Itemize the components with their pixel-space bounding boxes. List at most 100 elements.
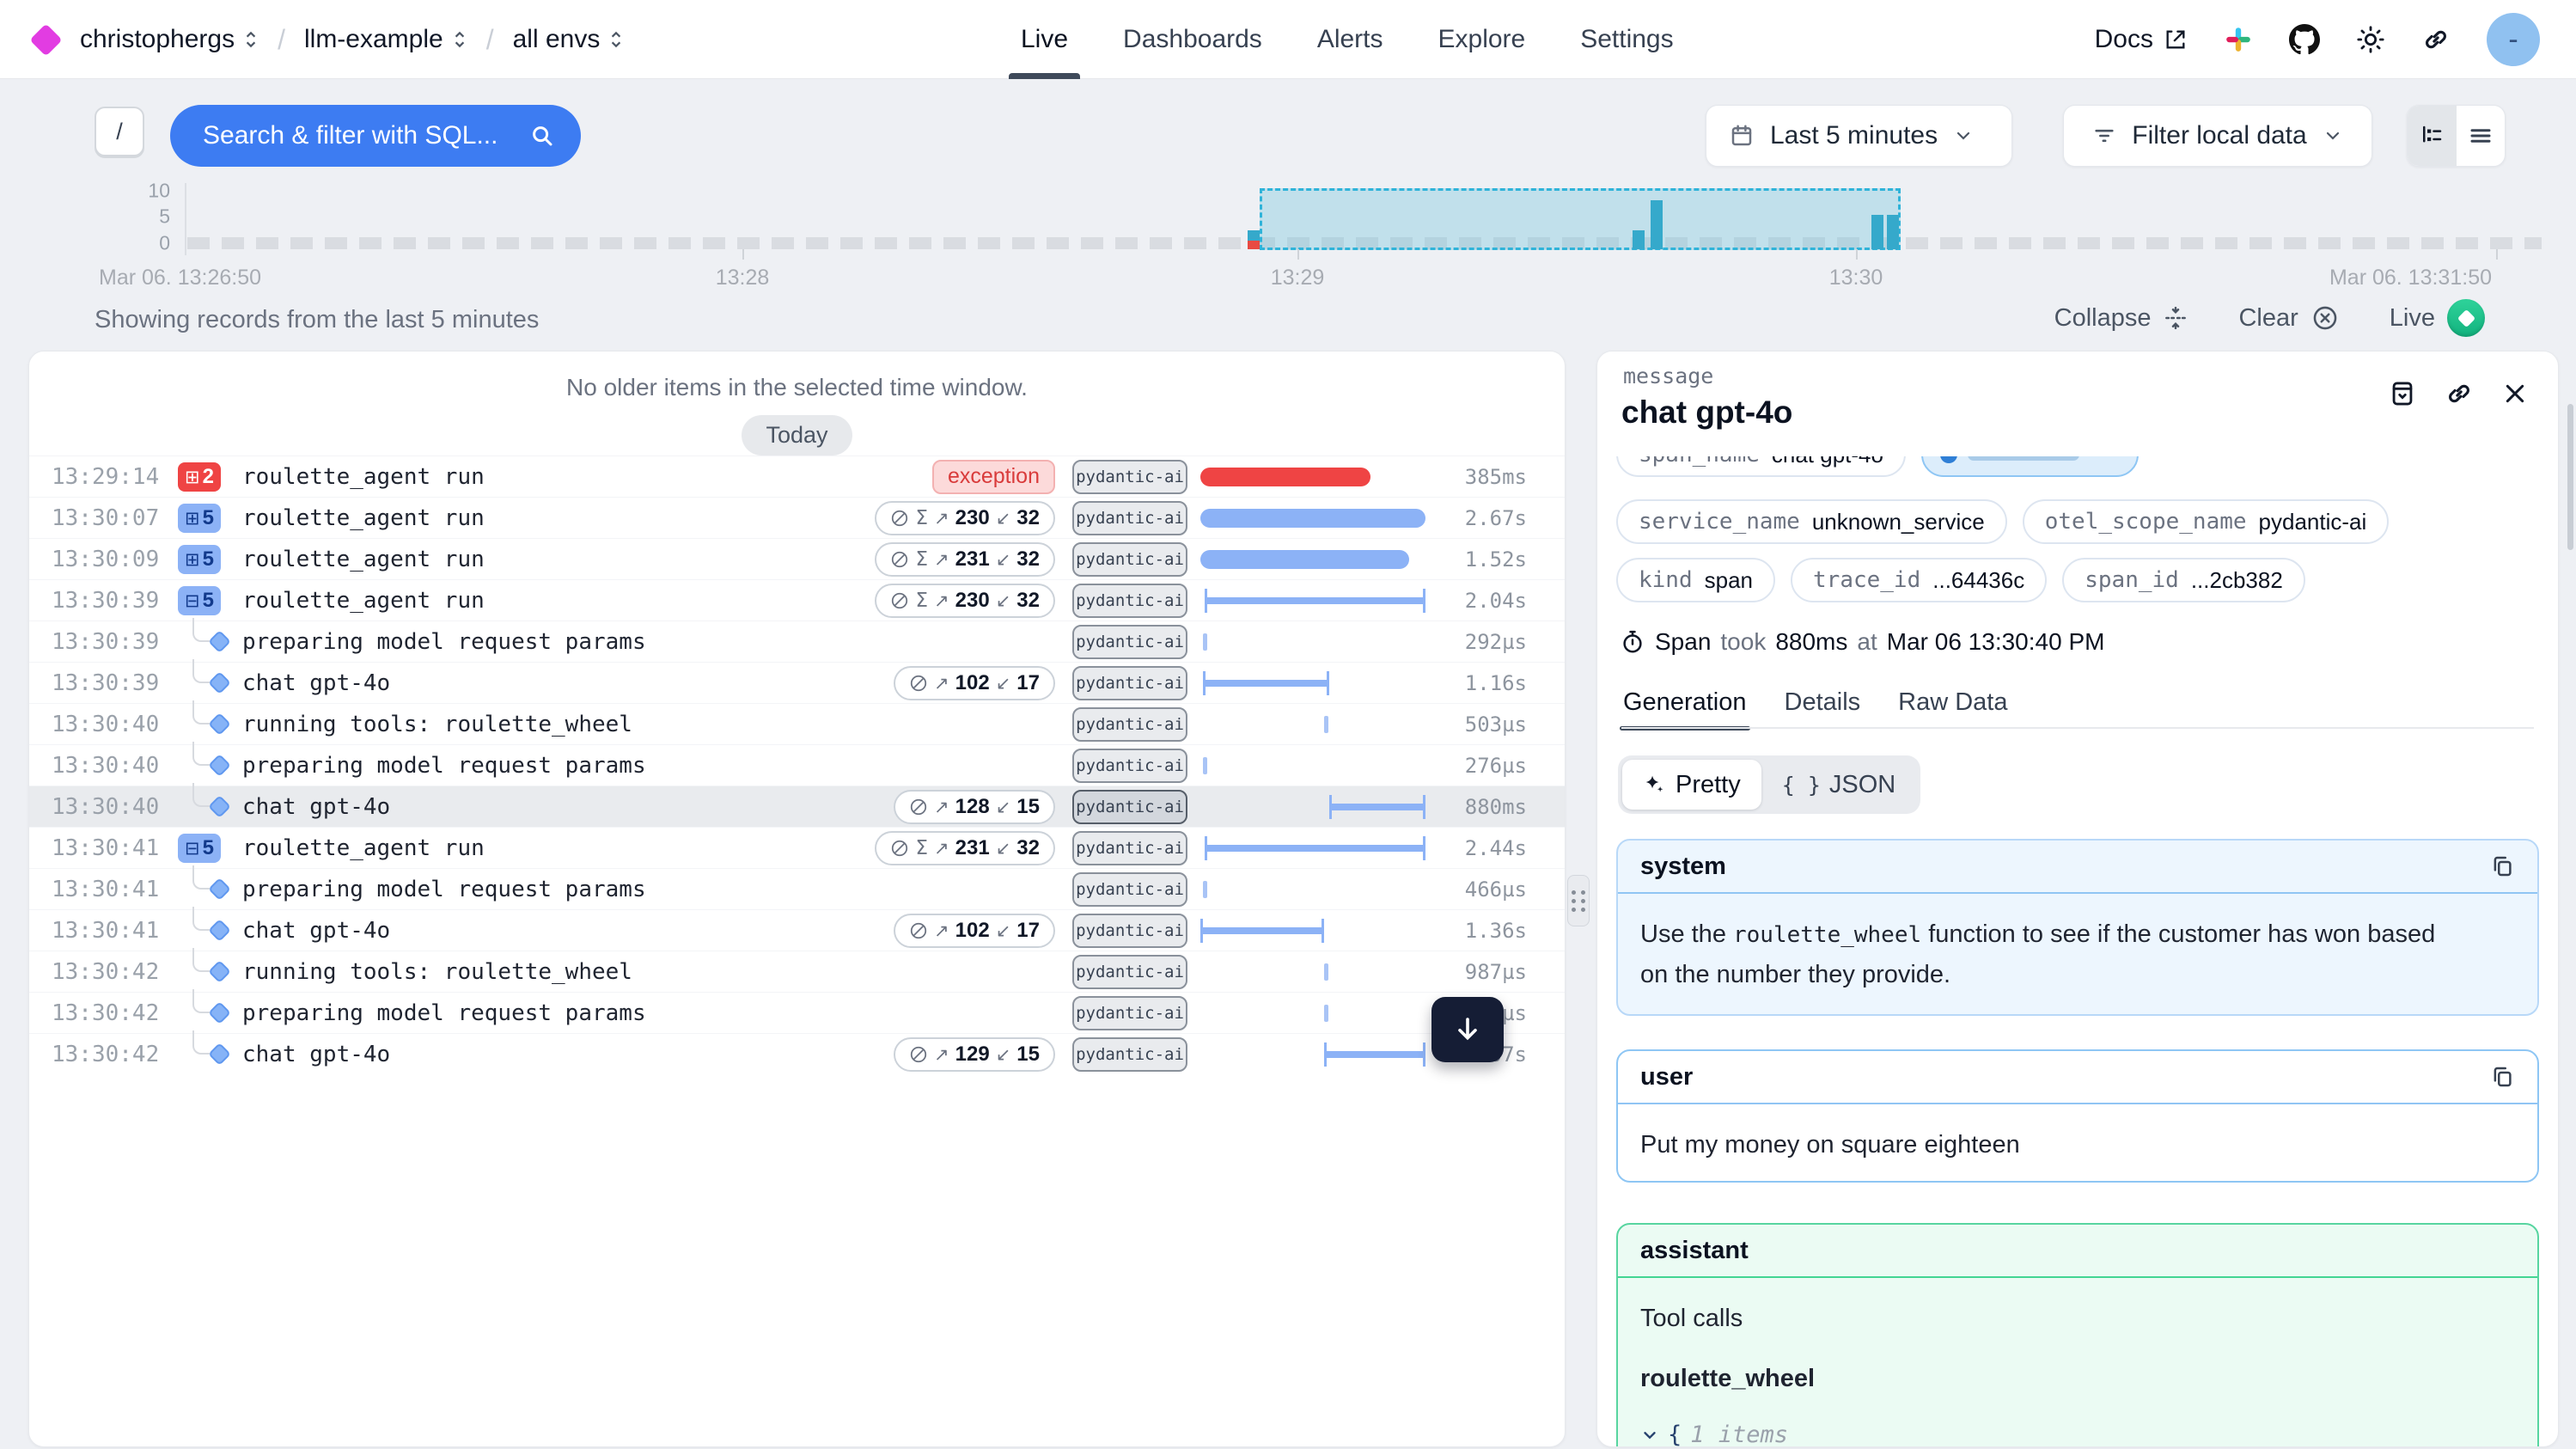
scope-tag[interactable]: pydantic-ai [1072, 871, 1187, 907]
trace-row[interactable]: 13:30:09 ⊞ 5 roulette_agent run Σ ↗ 231 ↙ 32 pyda… [29, 538, 1565, 579]
time-range-selector[interactable]: Last 5 minutes [1706, 105, 2012, 167]
copy-link-icon[interactable] [2445, 379, 2474, 408]
no-older-items-text: No older items in the selected time wind… [566, 374, 1028, 400]
scope-tag[interactable]: pydantic-ai [1072, 1036, 1187, 1072]
trace-row[interactable]: 13:30:42 running tools: roulette_wheel pyd… [29, 948, 1565, 992]
tab-raw-data[interactable]: Raw Data [1898, 688, 2008, 716]
scope-tag[interactable]: pydantic-ai [1072, 706, 1187, 742]
copy-icon[interactable] [2489, 853, 2515, 879]
scope-tag[interactable]: pydantic-ai [1072, 748, 1187, 783]
copy-icon[interactable] [2489, 1064, 2515, 1090]
share-link-icon[interactable] [2421, 25, 2451, 54]
token-usage-pill[interactable]: ↗ 102 ↙ 17 [894, 665, 1055, 700]
scope-tag[interactable]: pydantic-ai [1072, 913, 1187, 948]
trace-row[interactable]: 13:30:41 preparing model request params py… [29, 865, 1565, 909]
close-icon[interactable] [2501, 380, 2529, 407]
scroll-to-bottom-button[interactable] [1431, 997, 1504, 1062]
timeline-chart[interactable]: 10 5 0 Mar 06. 13:26:50 13:28 13:29 13:30 Ma… [0, 176, 2576, 297]
panel-resize-handle[interactable] [1567, 875, 1590, 926]
clear-button[interactable]: Clear [2238, 303, 2339, 333]
breadcrumb-org[interactable]: christophergs [80, 25, 259, 54]
trace-row[interactable]: 13:30:41 chat gpt-4o ↗ 102 ↙ 17 pydantic-ai 1.3… [29, 907, 1565, 951]
today-pill[interactable]: Today [742, 415, 852, 455]
braces-icon: { } [1781, 772, 1821, 798]
attribute-pill-span_id[interactable]: span_id ...2cb382 [2062, 558, 2305, 602]
nav-tab-dashboards[interactable]: Dashboards [1123, 25, 1262, 53]
child-count-badge[interactable]: ⊟ 5 [178, 585, 221, 615]
child-count-badge[interactable]: ⊞ 2 [178, 462, 221, 492]
user-avatar[interactable]: - [2487, 13, 2540, 66]
child-count-badge[interactable]: ⊞ 5 [178, 503, 221, 533]
token-usage-pill[interactable]: ↗ 129 ↙ 15 [894, 1036, 1055, 1072]
tag-row: service_name unknown_service otel_scope_na… [1616, 499, 2390, 544]
github-icon[interactable] [2289, 24, 2320, 55]
tab-details[interactable]: Details [1784, 688, 1861, 716]
list-view-toggle[interactable] [2457, 106, 2506, 166]
breadcrumb-env[interactable]: all envs [513, 25, 625, 54]
token-usage-pill[interactable]: ↗ 128 ↙ 15 [894, 789, 1055, 824]
scope-tag[interactable]: pydantic-ai [1072, 789, 1187, 824]
breadcrumb-project[interactable]: llm-example [304, 25, 467, 54]
token-usage-pill[interactable]: Σ ↗ 230 ↙ 32 [875, 500, 1055, 535]
chart-time-selection[interactable] [1260, 188, 1901, 250]
child-count-badge[interactable]: ⊟ 5 [178, 833, 221, 863]
panel-scrollbar[interactable] [2567, 404, 2573, 550]
token-usage-pill[interactable]: Σ ↗ 230 ↙ 32 [875, 583, 1055, 618]
scope-tag[interactable]: pydantic-ai [1072, 500, 1187, 535]
scope-tag[interactable]: pydantic-ai [1072, 541, 1187, 577]
trace-row[interactable]: 13:30:39 chat gpt-4o ↗ 102 ↙ 17 pydantic-ai 1.1… [29, 659, 1565, 703]
tree-view-toggle[interactable] [2408, 106, 2457, 166]
token-usage-pill[interactable]: Σ ↗ 231 ↙ 32 [875, 830, 1055, 865]
logfire-logo-icon [29, 22, 63, 57]
input-tokens-arrow-icon: ↗ [934, 796, 949, 817]
docs-link[interactable]: Docs [2095, 25, 2188, 54]
filter-local-data-button[interactable]: Filter local data [2063, 105, 2372, 167]
trace-row[interactable]: 13:30:40 running tools: roulette_wheel pyd… [29, 700, 1565, 744]
nav-tab-settings[interactable]: Settings [1580, 25, 1674, 53]
theme-sun-icon[interactable] [2356, 25, 2385, 54]
scope-tag[interactable]: pydantic-ai [1072, 954, 1187, 989]
token-usage-pill[interactable]: Σ ↗ 231 ↙ 32 [875, 541, 1055, 577]
tab-generation[interactable]: Generation [1620, 688, 1749, 731]
trace-row[interactable]: 13:30:39 ⊟ 5 roulette_agent run Σ ↗ 230 ↙ 32 pyda… [29, 579, 1565, 621]
json-tree-row[interactable]: { 1 items [1640, 1415, 2515, 1446]
attribute-pill-otel_scope_name[interactable]: otel_scope_name pydantic-ai [2022, 499, 2390, 544]
scope-tag[interactable]: pydantic-ai [1072, 665, 1187, 700]
trace-row[interactable]: 13:30:07 ⊞ 5 roulette_agent run Σ ↗ 230 ↙ 32 pyda… [29, 497, 1565, 538]
token-usage-pill[interactable]: ↗ 102 ↙ 17 [894, 913, 1055, 948]
child-count-badge[interactable]: ⊞ 5 [178, 544, 221, 574]
pretty-toggle-button[interactable]: Pretty [1622, 760, 1761, 810]
live-toggle[interactable]: Live [2390, 299, 2485, 337]
slack-icon[interactable] [2224, 25, 2253, 54]
trace-row[interactable]: 13:30:42 preparing model request params py… [29, 989, 1565, 1033]
output-tokens-arrow-icon: ↙ [995, 507, 1011, 529]
trace-row[interactable]: 13:30:40 preparing model request params py… [29, 742, 1565, 786]
scope-tag[interactable]: pydantic-ai [1072, 624, 1187, 659]
trace-row[interactable]: 13:30:41 ⊟ 5 roulette_agent run Σ ↗ 231 ↙ 32 pyda… [29, 827, 1565, 868]
trace-row[interactable]: 13:30:40 chat gpt-4o ↗ 128 ↙ 15 pydantic-ai 880… [29, 783, 1565, 827]
json-toggle-button[interactable]: { } JSON [1761, 760, 1917, 810]
scope-tag[interactable]: pydantic-ai [1072, 459, 1187, 494]
model-tag-clipped[interactable] [1920, 456, 2139, 477]
trace-row[interactable]: 13:30:39 preparing model request params py… [29, 618, 1565, 662]
attribute-pill-trace_id[interactable]: trace_id ...64436c [1791, 558, 2048, 602]
attribute-pill-service_name[interactable]: service_name unknown_service [1616, 499, 2007, 544]
duration-tick [1202, 633, 1207, 651]
scope-tag[interactable]: pydantic-ai [1072, 830, 1187, 865]
nav-tab-live[interactable]: Live [1008, 0, 1081, 79]
tree-connector [192, 907, 210, 931]
collapse-button[interactable]: Collapse [2054, 304, 2189, 333]
scope-tag[interactable]: pydantic-ai [1072, 583, 1187, 618]
filter-label: Filter local data [2132, 121, 2307, 150]
trace-row[interactable]: 13:29:14 ⊞ 2 roulette_agent run exception pyd… [29, 455, 1565, 497]
nav-tab-explore[interactable]: Explore [1438, 25, 1526, 53]
tag-span-name[interactable]: span_name chat gpt-4o [1616, 456, 1906, 477]
search-sql-button[interactable]: Search & filter with SQL... [170, 105, 581, 167]
archive-panel-icon[interactable] [2388, 379, 2417, 408]
attribute-value: pydantic-ai [2258, 508, 2367, 535]
nav-tab-alerts[interactable]: Alerts [1316, 25, 1383, 53]
scope-tag[interactable]: pydantic-ai [1072, 995, 1187, 1030]
attribute-pill-kind[interactable]: kind span [1616, 558, 1776, 602]
row-duration: 385ms [1464, 464, 1527, 489]
